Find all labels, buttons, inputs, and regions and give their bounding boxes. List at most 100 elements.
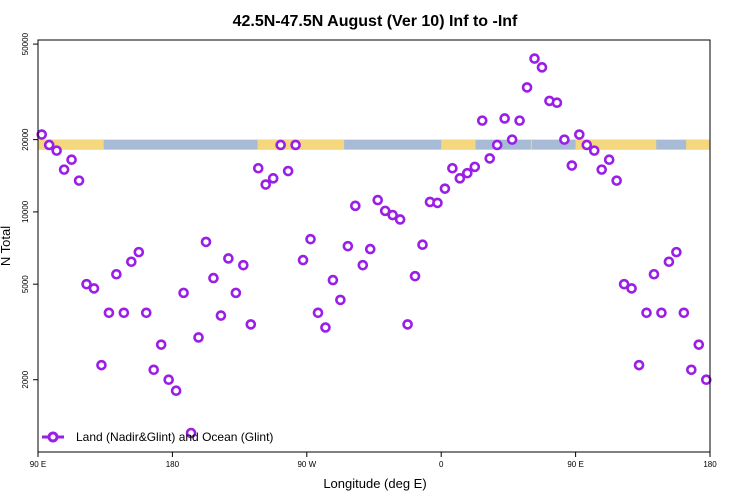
data-point [126, 256, 137, 268]
data-point [208, 272, 219, 284]
data-point [402, 319, 413, 330]
data-point [409, 270, 421, 282]
data-point [559, 134, 570, 145]
data-point [566, 160, 578, 171]
x-tick-label: 90 W [297, 460, 316, 469]
land-segment [441, 139, 476, 150]
x-axis: 90 E 180 90 W 0 90 E 180 [30, 452, 717, 469]
map-strip [38, 139, 710, 150]
data-point [73, 175, 85, 186]
data-point [514, 115, 525, 126]
data-point [58, 164, 70, 175]
data-point [357, 259, 369, 271]
y-axis: 2000 5000 10000 20000 50000 [21, 32, 38, 389]
data-point [491, 139, 503, 151]
y-tick-label: 50000 [21, 32, 30, 55]
data-point [574, 129, 585, 140]
data-point [372, 194, 384, 206]
data-point [611, 175, 622, 186]
data-point [170, 385, 182, 397]
data-point [469, 161, 481, 173]
data-point [581, 139, 593, 151]
data-point [476, 115, 488, 126]
data-point [379, 205, 391, 217]
data-point [297, 254, 309, 266]
y-tick-label: 10000 [21, 200, 30, 223]
legend-marker [47, 431, 59, 443]
data-point [439, 183, 451, 194]
data-point [700, 374, 712, 386]
data-point [290, 139, 301, 151]
data-point [671, 246, 682, 258]
data-point [163, 374, 174, 386]
data-point [223, 253, 234, 264]
data-points [36, 53, 712, 439]
data-point [51, 145, 62, 156]
data-point [200, 236, 212, 248]
data-point [148, 364, 160, 376]
data-point [693, 339, 705, 350]
data-point [387, 209, 398, 221]
data-point [484, 153, 496, 164]
data-point [618, 278, 630, 290]
data-point [588, 145, 600, 156]
x-tick-label: 180 [703, 460, 717, 469]
data-point [193, 332, 204, 343]
data-point [551, 97, 563, 109]
data-point [394, 214, 406, 225]
data-point [447, 162, 458, 174]
data-point [66, 154, 77, 165]
data-point [305, 233, 316, 245]
data-point [417, 239, 428, 251]
data-point [350, 200, 361, 212]
data-point [103, 307, 115, 319]
data-point [185, 427, 197, 439]
x-tick-label: 180 [166, 460, 180, 469]
data-point [140, 307, 152, 319]
y-tick-label: 5000 [21, 275, 30, 293]
data-point [88, 283, 100, 294]
data-point [663, 256, 675, 268]
ocean-band [38, 139, 710, 150]
data-point [260, 179, 272, 190]
data-point [245, 319, 257, 330]
data-point [506, 134, 518, 145]
data-point [335, 294, 346, 306]
data-point [364, 243, 376, 255]
land-segment [575, 139, 657, 150]
data-point [111, 268, 122, 280]
data-point [633, 359, 645, 371]
data-point [230, 287, 242, 299]
data-point [603, 154, 615, 165]
x-tick-label: 90 E [30, 460, 46, 469]
data-point [656, 307, 667, 319]
data-point [320, 322, 331, 333]
data-point [81, 278, 92, 290]
data-point [648, 268, 660, 280]
land-segment [530, 139, 532, 150]
data-point [521, 82, 533, 93]
data-point [596, 164, 608, 175]
data-point [342, 240, 354, 252]
x-axis-title: Longitude (deg E) [323, 476, 426, 491]
data-point [454, 173, 466, 184]
x-tick-label: 0 [439, 460, 444, 469]
data-point [133, 246, 145, 258]
legend-label: Land (Nadir&Glint) and Ocean (Glint) [76, 430, 273, 444]
data-point [312, 307, 324, 319]
data-point [155, 339, 167, 350]
data-point [529, 53, 540, 64]
data-point [641, 307, 652, 319]
data-point [282, 165, 294, 177]
data-point [327, 274, 339, 286]
land-segment [686, 139, 710, 150]
data-point [686, 364, 697, 376]
data-point [626, 283, 637, 294]
data-point [267, 173, 279, 184]
y-axis-title: N Total [0, 226, 13, 266]
data-point [678, 307, 690, 319]
data-point [275, 139, 286, 151]
land-segment [38, 139, 104, 150]
data-point [462, 167, 473, 179]
